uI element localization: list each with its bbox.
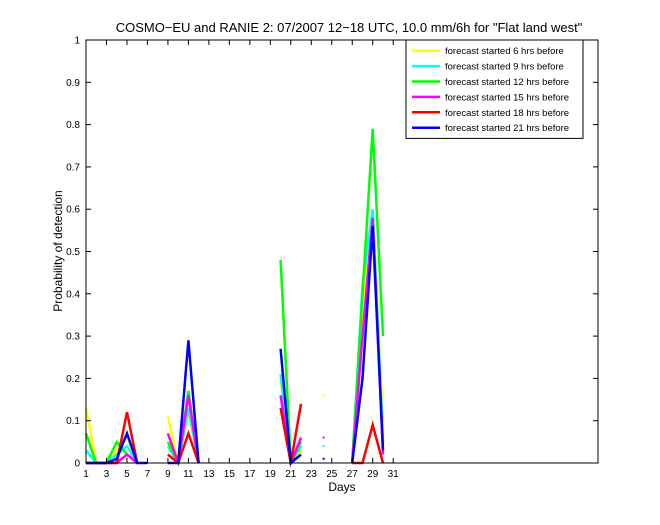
y-tick-label: 0.2 (66, 374, 80, 385)
legend-label: forecast started 15 hrs before (445, 92, 569, 103)
x-tick-label: 19 (265, 469, 277, 480)
series-4-line-2 (166, 395, 200, 464)
legend-box (405, 39, 584, 139)
y-axis-label: Probability of detection (51, 190, 65, 311)
legend: forecast started 6 hrs before forecast st… (405, 39, 584, 139)
x-tick-label: 27 (347, 469, 359, 480)
legend-item-4: forecast started 15 hrs before (412, 92, 569, 103)
x-tick-label: 9 (165, 469, 171, 480)
x-tick-label: 21 (285, 469, 297, 480)
series-layer (84, 128, 385, 468)
x-tick-label: 11 (183, 469, 194, 480)
y-tick-label: 1 (74, 36, 80, 47)
legend-item-5: forecast started 18 hrs before (412, 108, 569, 119)
series-4-point-1 (322, 436, 325, 439)
x-tick-label: 5 (124, 469, 130, 480)
legend-label: forecast started 6 hrs before (445, 46, 564, 57)
y-tick-label: 0.5 (66, 247, 80, 258)
series-6-line-4 (350, 226, 385, 464)
series-6-point-1 (322, 457, 325, 460)
x-tick-label: 17 (244, 469, 256, 480)
x-tick-label: 1 (83, 469, 89, 480)
x-axis-label: Days (328, 480, 355, 494)
x-tick-label: 3 (104, 469, 110, 480)
y-tick-label: 0.6 (66, 205, 80, 216)
legend-item-3: forecast started 12 hrs before (412, 77, 569, 88)
y-tick-label: 0.9 (66, 78, 80, 89)
x-tick-label: 25 (326, 469, 338, 480)
y-tick-label: 0 (74, 459, 80, 470)
x-tick-label: 7 (145, 469, 151, 480)
legend-item-2: forecast started 9 hrs before (412, 62, 564, 73)
x-tick-label: 29 (367, 469, 379, 480)
x-tick-label: 23 (306, 469, 318, 480)
y-tick-label: 0.3 (66, 332, 80, 343)
y-tick-label: 0.7 (66, 162, 80, 173)
legend-item-1: forecast started 6 hrs before (412, 46, 564, 57)
x-tick-label: 15 (224, 469, 236, 480)
legend-label: forecast started 9 hrs before (445, 62, 564, 73)
x-tick-label: 31 (388, 469, 400, 480)
legend-label: forecast started 21 hrs before (445, 123, 569, 134)
y-tick-label: 0.4 (66, 289, 80, 300)
chart-title: COSMO−EU and RANIE 2: 07/2007 12−18 UTC,… (116, 20, 583, 35)
y-tick-label: 0.8 (66, 120, 80, 131)
legend-label: forecast started 12 hrs before (445, 77, 569, 88)
series-5-line-2 (167, 429, 200, 466)
series-1-point-1 (322, 394, 325, 397)
axes-layer: 1 3 5 7 9 11 13 15 17 19 21 23 25 27 29 3100.10.20.30.4… (66, 36, 599, 480)
series-2-point-1 (322, 445, 325, 448)
legend-item-6: forecast started 21 hrs before (412, 123, 569, 134)
legend-label: forecast started 18 hrs before (445, 108, 569, 119)
x-tick-label: 13 (203, 469, 215, 480)
series-3-line-4 (350, 128, 385, 464)
y-tick-label: 0.1 (66, 416, 80, 427)
